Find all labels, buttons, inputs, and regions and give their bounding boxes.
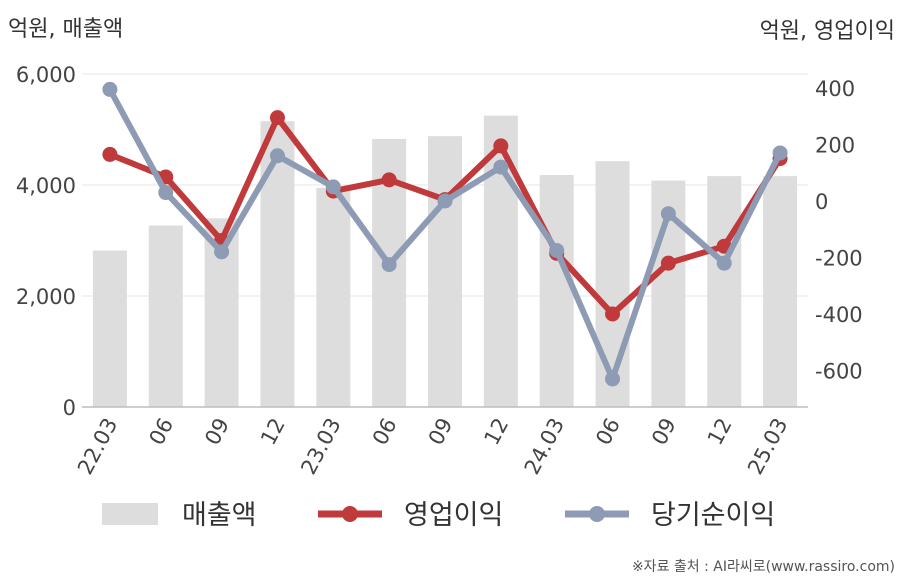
operating-profit-point-5 <box>381 172 397 188</box>
x-tick-label-1: 06 <box>144 414 178 449</box>
legend-operating-profit-label: 영업이익 <box>404 500 503 531</box>
left-tick-label-3: 6,000 <box>16 63 76 87</box>
x-tick-label-12: 25.03 <box>743 414 792 478</box>
net-income-point-6 <box>437 193 453 209</box>
revenue-bar-8 <box>539 175 574 407</box>
net-income-point-10 <box>660 206 676 222</box>
net-income-point-8 <box>549 242 565 258</box>
x-tick-label-3: 12 <box>256 414 290 449</box>
right-tick-label-4: 200 <box>815 134 855 158</box>
left-tick-label-2: 4,000 <box>16 174 76 198</box>
x-tick-label-11: 12 <box>703 414 737 449</box>
net-income-point-0 <box>102 81 118 97</box>
net-income-point-9 <box>605 371 621 387</box>
revenue-bar-9 <box>595 161 630 407</box>
x-tick-label-2: 09 <box>200 414 234 449</box>
x-tick-label-4: 23.03 <box>296 414 345 478</box>
net-income-point-12 <box>772 145 788 161</box>
net-income-point-1 <box>158 185 174 201</box>
operating-profit-point-0 <box>102 146 118 162</box>
x-tick-label-0: 22.03 <box>73 414 122 478</box>
left-axis-unit: 억원, 매출액 <box>8 17 123 42</box>
net-income-point-3 <box>269 148 285 164</box>
right-tick-label-1: -400 <box>815 303 863 327</box>
legend-revenue-swatch <box>102 503 158 525</box>
x-tick-label-7: 12 <box>480 414 514 449</box>
operating-profit-point-7 <box>493 138 509 154</box>
net-income-series <box>102 81 788 387</box>
x-axis-ticks: 22.03 06 09 12 23.03 06 09 12 24.03 06 09 12 25.03 <box>73 414 793 478</box>
operating-profit-point-9 <box>605 306 621 322</box>
net-income-point-2 <box>214 244 230 260</box>
legend: 매출액 영업이익 당기순이익 <box>102 500 775 531</box>
x-tick-label-8: 24.03 <box>520 414 569 478</box>
right-tick-label-3: 0 <box>815 190 828 214</box>
right-tick-label-5: 400 <box>815 77 855 101</box>
legend-operating-profit-marker <box>342 506 358 522</box>
right-axis-unit: 억원, 영업이익 <box>760 19 895 44</box>
left-tick-label-1: 2,000 <box>16 285 76 309</box>
revenue-bar-1 <box>148 225 183 407</box>
right-tick-label-2: -200 <box>815 247 863 271</box>
revenue-bar-6 <box>428 136 462 407</box>
x-tick-label-5: 06 <box>368 414 402 449</box>
x-tick-label-9: 06 <box>591 414 625 449</box>
left-y-axis-ticks: 0 2,000 4,000 6,000 <box>16 63 76 420</box>
legend-net-income-marker <box>589 506 605 522</box>
net-income-point-7 <box>493 159 509 175</box>
source-text: ※자료 출처 : AI라씨로(www.rassiro.com) <box>632 559 895 575</box>
operating-profit-point-3 <box>269 110 285 126</box>
x-tick-label-10: 09 <box>647 414 681 449</box>
x-tick-label-6: 09 <box>424 414 458 449</box>
net-income-point-4 <box>325 179 341 195</box>
legend-net-income-label: 당기순이익 <box>651 500 775 531</box>
right-y-axis-ticks: -600 -400 -200 0 200 400 <box>815 77 863 384</box>
net-income-point-11 <box>716 255 732 271</box>
legend-revenue-label: 매출액 <box>182 500 257 531</box>
revenue-bars <box>92 115 798 408</box>
revenue-bar-0 <box>92 250 127 407</box>
left-tick-label-0: 0 <box>63 396 76 420</box>
right-tick-label-0: -600 <box>815 360 863 384</box>
revenue-bar-3 <box>260 121 295 408</box>
operating-profit-point-10 <box>660 255 676 271</box>
revenue-bar-4 <box>316 187 351 407</box>
revenue-bar-12 <box>763 176 798 407</box>
revenue-bar-11 <box>707 176 742 407</box>
net-income-point-5 <box>381 257 397 273</box>
